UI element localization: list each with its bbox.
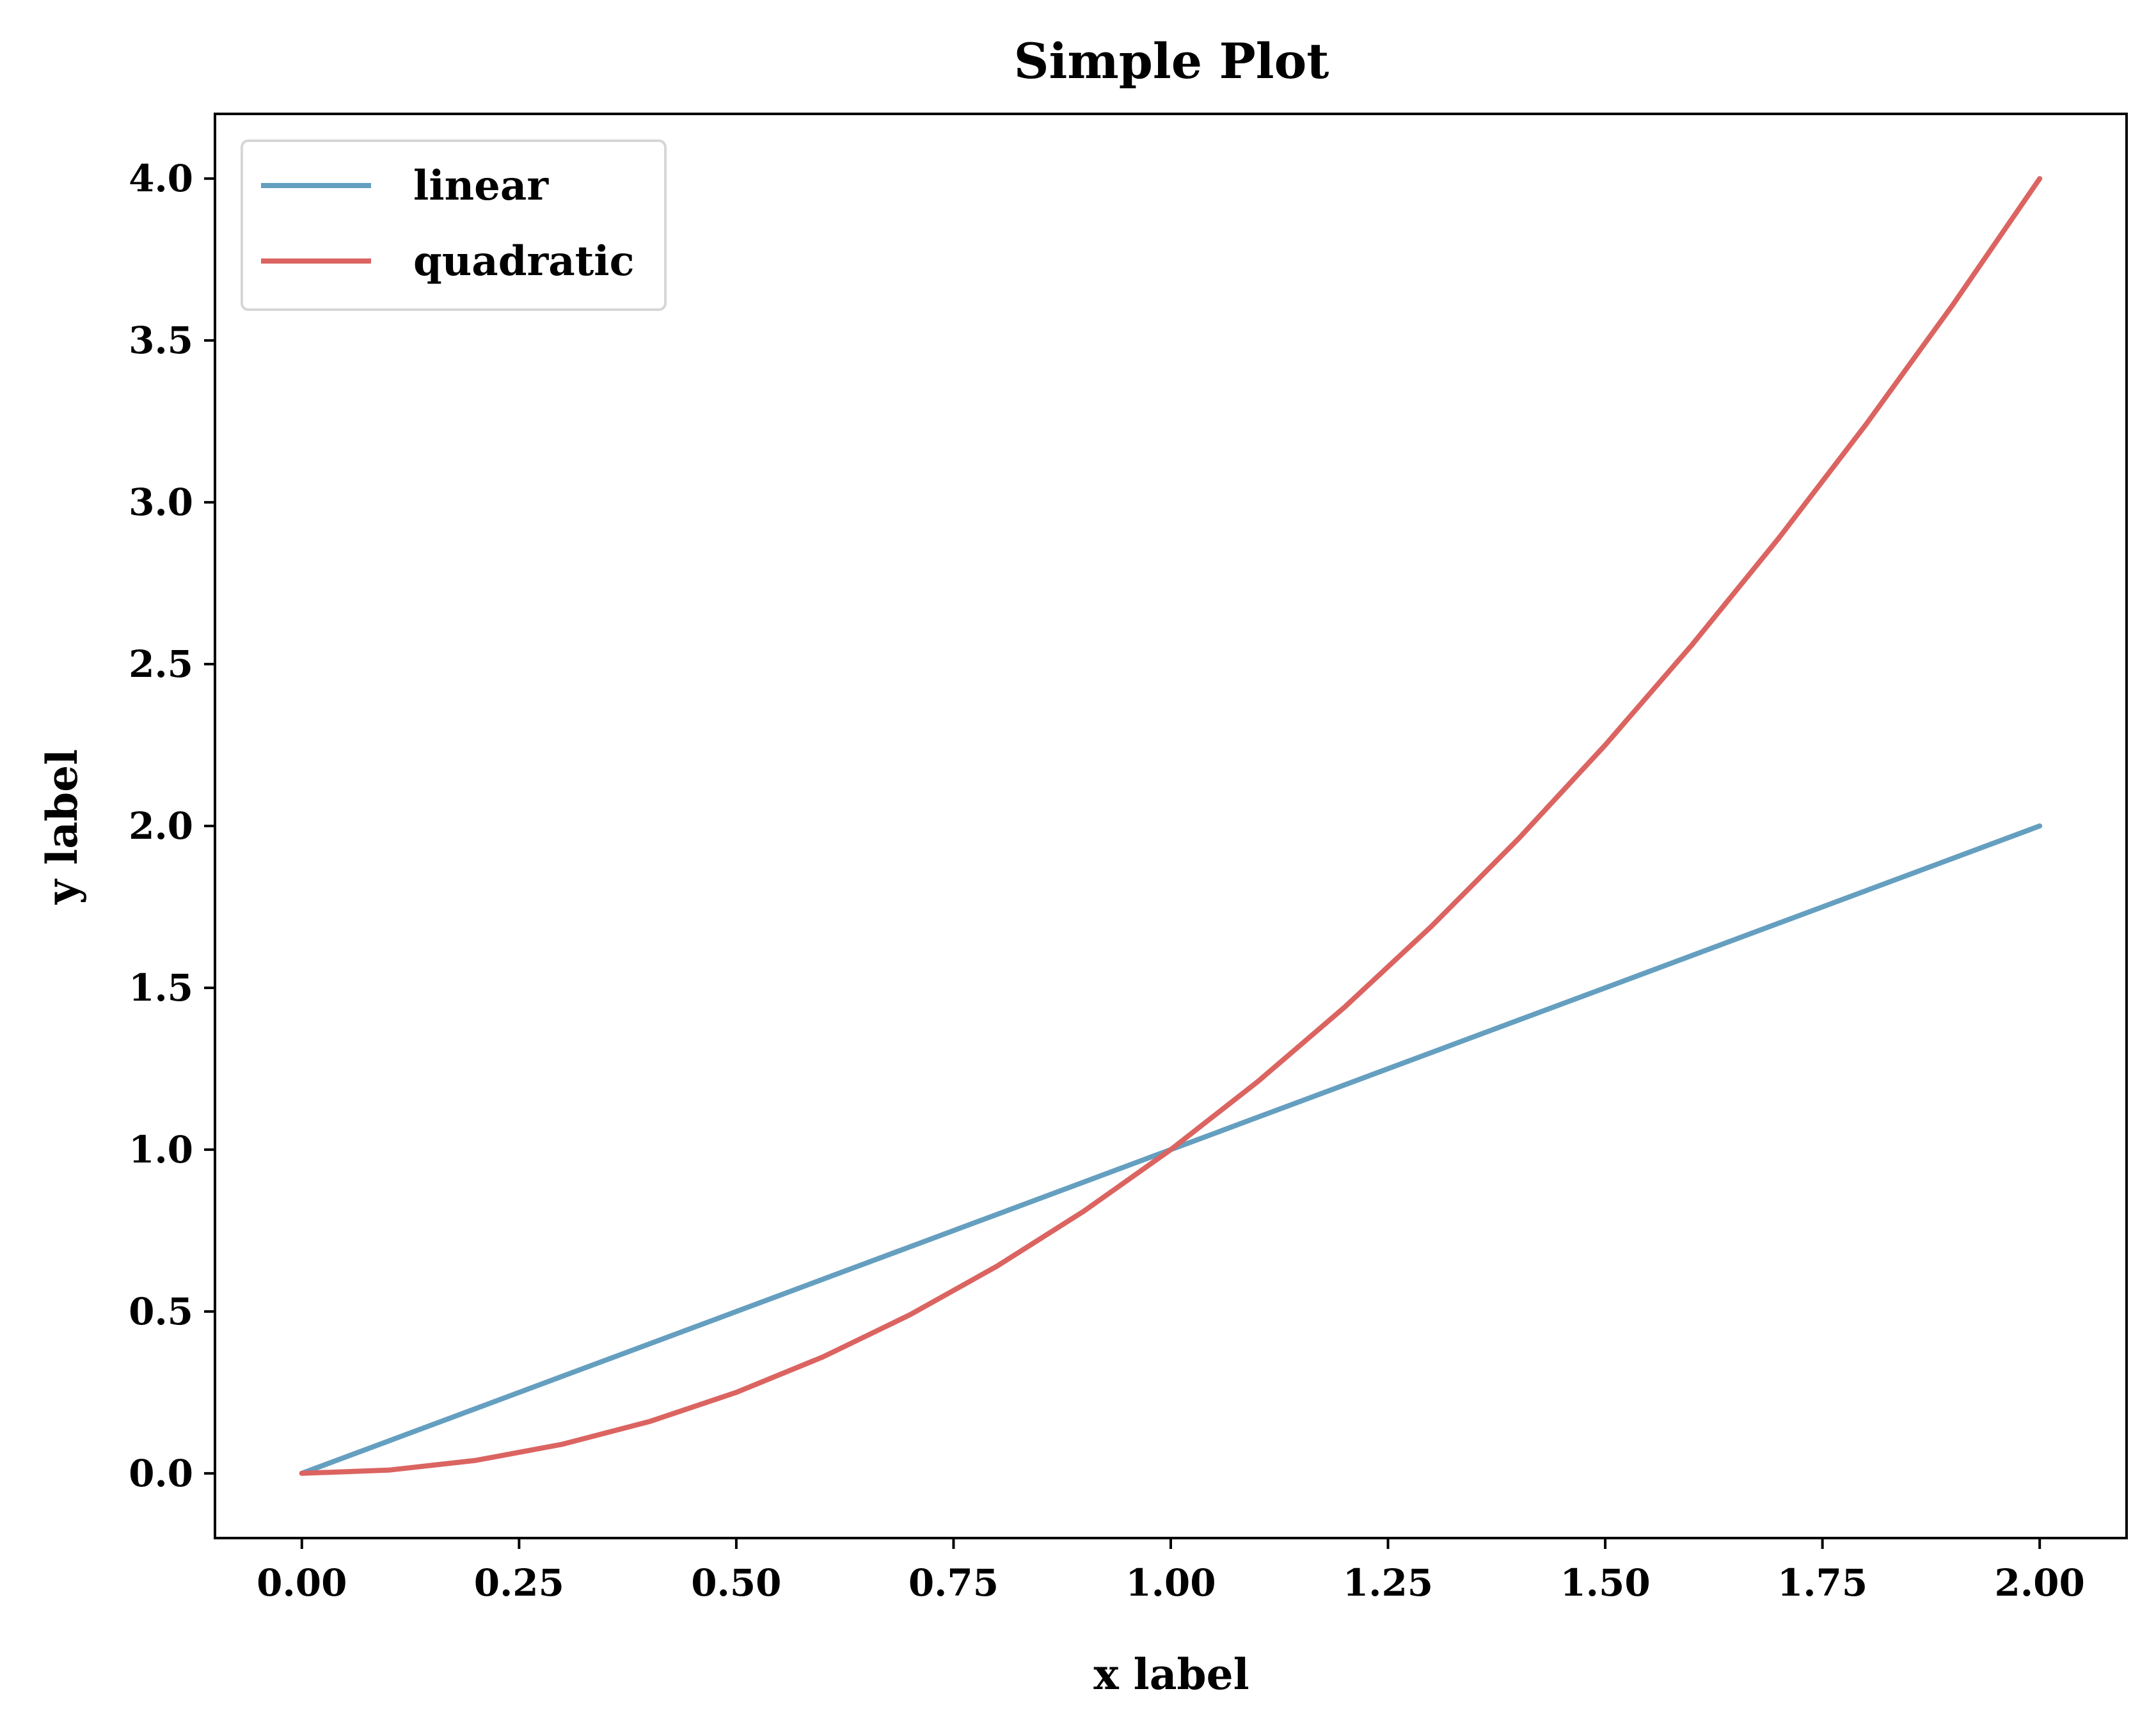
- x-tick-label: 1.50: [1560, 1561, 1650, 1605]
- y-axis-label: y label: [37, 749, 87, 905]
- y-tick-label: 0.5: [129, 1290, 193, 1333]
- series-layer: [299, 176, 2043, 1476]
- y-tick-label: 3.0: [129, 480, 193, 524]
- x-tick-label: 0.50: [691, 1561, 781, 1605]
- y-tick-label: 2.0: [129, 804, 193, 848]
- x-tick-label: 0.25: [474, 1561, 564, 1605]
- x-tick-label: 0.75: [908, 1561, 999, 1605]
- legend-label-quadratic: quadratic: [413, 237, 635, 285]
- y-tick-label: 4.0: [129, 157, 193, 200]
- chart-title: Simple Plot: [1014, 33, 1329, 90]
- legend-label-linear: linear: [413, 162, 549, 210]
- series-line-quadratic: [299, 176, 2043, 1476]
- y-axis: 0.0 0.5 1.0 1.5 2.0 2.5 3.0 3.5 4.0: [129, 157, 215, 1495]
- x-tick-label: 1.75: [1777, 1561, 1867, 1605]
- x-axis: 0.00 0.25 0.50 0.75 1.00 1.25 1.50 1.75 2.00: [257, 1538, 2085, 1605]
- y-tick-label: 2.5: [129, 642, 193, 686]
- y-tick-label: 0.0: [129, 1452, 193, 1495]
- y-tick-label: 3.5: [129, 319, 193, 362]
- x-tick-label: 0.00: [257, 1561, 347, 1605]
- x-tick-label: 1.25: [1343, 1561, 1433, 1605]
- legend: linear quadratic: [241, 139, 667, 311]
- x-axis-label: x label: [1093, 1649, 1249, 1699]
- y-tick-label: 1.5: [129, 966, 193, 1010]
- x-tick-label: 1.00: [1125, 1561, 1216, 1605]
- y-tick-label: 1.0: [129, 1128, 193, 1171]
- x-tick-label: 2.00: [1995, 1561, 2085, 1605]
